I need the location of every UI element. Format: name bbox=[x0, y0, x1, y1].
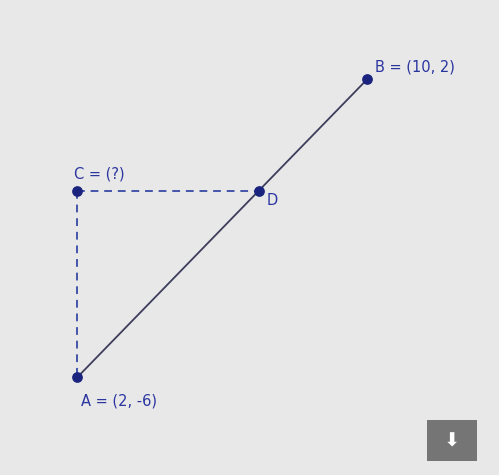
Text: A = (2, -6): A = (2, -6) bbox=[81, 394, 157, 409]
Point bbox=[363, 76, 371, 83]
Text: B = (10, 2): B = (10, 2) bbox=[375, 60, 455, 75]
Text: D: D bbox=[266, 193, 278, 208]
Point bbox=[254, 187, 262, 195]
Text: ⬇: ⬇ bbox=[444, 431, 460, 450]
Point bbox=[73, 373, 81, 381]
Text: C = (?): C = (?) bbox=[74, 167, 124, 181]
Point bbox=[73, 187, 81, 195]
